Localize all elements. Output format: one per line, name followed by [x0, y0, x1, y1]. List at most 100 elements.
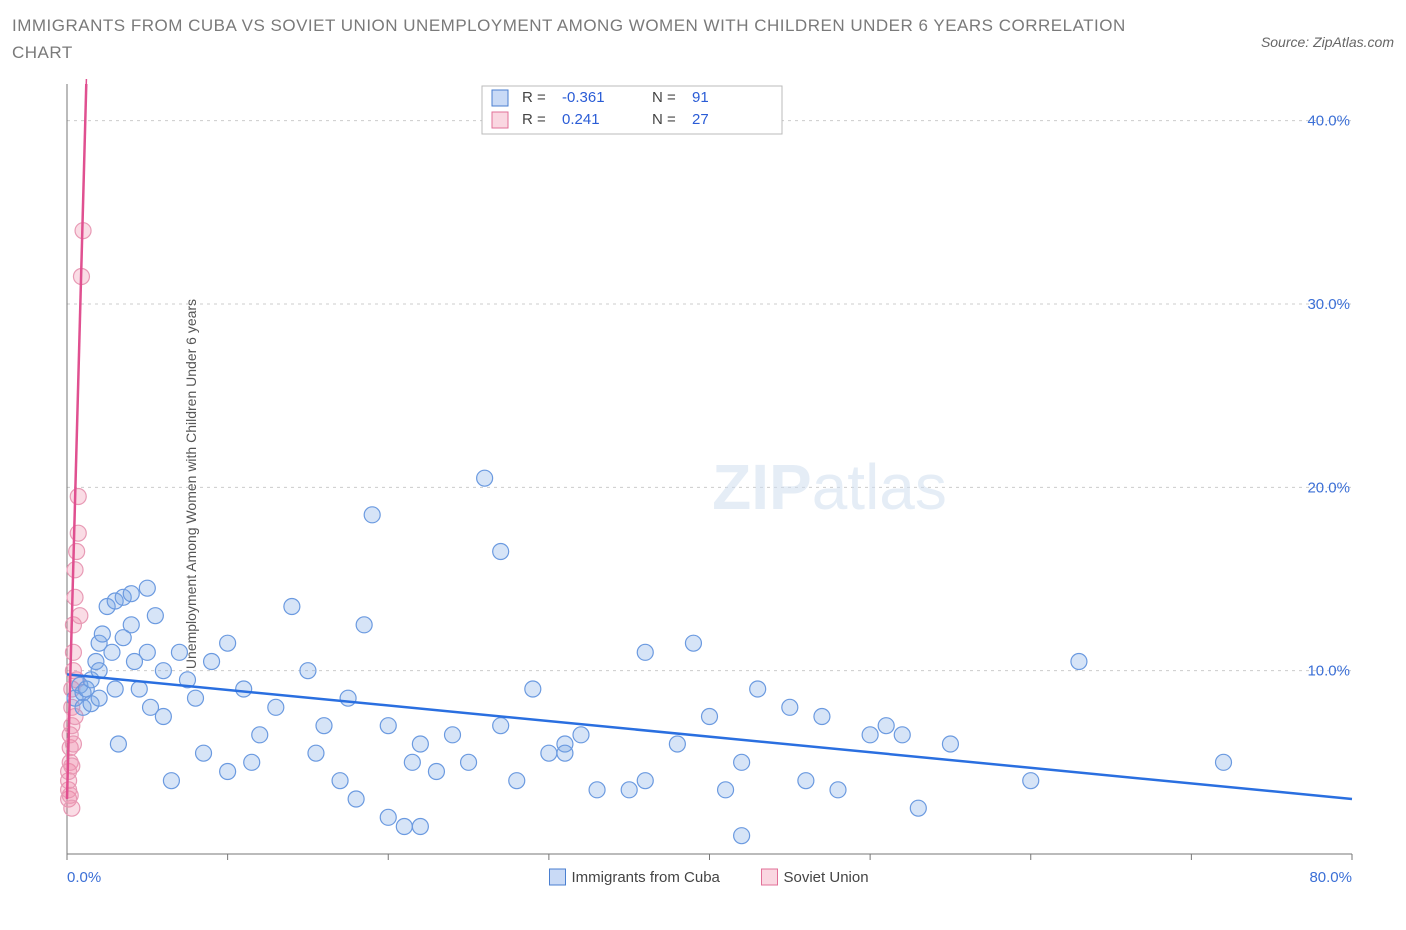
data-point [541, 746, 557, 762]
data-point [1071, 654, 1087, 670]
legend-n-value: 27 [692, 111, 709, 128]
legend-n-label: N = [652, 89, 676, 106]
data-point [493, 544, 509, 560]
legend-r-label: R = [522, 111, 546, 128]
legend-swatch [492, 90, 508, 106]
data-point [702, 709, 718, 725]
data-point [573, 727, 589, 743]
data-point [830, 782, 846, 798]
data-point [509, 773, 525, 789]
legend-swatch [762, 869, 778, 885]
y-tick-label: 10.0% [1307, 663, 1350, 680]
data-point [396, 819, 412, 835]
data-point [67, 562, 83, 578]
legend-series-label: Immigrants from Cuba [572, 869, 721, 886]
data-point [204, 654, 220, 670]
data-point [70, 489, 86, 505]
data-point [493, 718, 509, 734]
data-point [685, 636, 701, 652]
data-point [252, 727, 268, 743]
watermark: ZIPatlas [712, 451, 947, 523]
x-tick-label: 80.0% [1309, 869, 1352, 886]
data-point [1216, 755, 1232, 771]
data-point [91, 691, 107, 707]
data-point [404, 755, 420, 771]
data-point [340, 691, 356, 707]
legend-n-label: N = [652, 111, 676, 128]
data-point [188, 691, 204, 707]
y-tick-label: 20.0% [1307, 480, 1350, 497]
data-point [589, 782, 605, 798]
data-point [878, 718, 894, 734]
y-tick-label: 30.0% [1307, 296, 1350, 313]
data-point [461, 755, 477, 771]
data-point [107, 681, 123, 697]
data-point [268, 700, 284, 716]
data-point [637, 645, 653, 661]
data-point [69, 544, 85, 560]
y-axis-label: Unemployment Among Women with Children U… [183, 299, 199, 669]
data-point [942, 736, 958, 752]
data-point [477, 471, 493, 487]
legend-r-value: -0.361 [562, 89, 605, 106]
data-point [557, 746, 573, 762]
y-tick-label: 40.0% [1307, 113, 1350, 130]
legend-n-value: 91 [692, 89, 709, 106]
data-point [734, 755, 750, 771]
data-point [284, 599, 300, 615]
scatter-chart: 10.0% 20.0% 30.0% 40.0% ZIPatlas 0.0% 80.0% R =… [12, 74, 1372, 894]
data-point [364, 507, 380, 523]
data-point [862, 727, 878, 743]
data-point [70, 526, 86, 542]
data-point [155, 663, 171, 679]
data-point [308, 746, 324, 762]
data-point [64, 801, 80, 817]
legend-series-label: Soviet Union [784, 869, 869, 886]
data-point [220, 764, 236, 780]
data-point [147, 608, 163, 624]
legend-r-label: R = [522, 89, 546, 106]
data-point [67, 590, 83, 606]
data-point [798, 773, 814, 789]
legend-swatch [492, 112, 508, 128]
data-point [445, 727, 461, 743]
data-point [316, 718, 332, 734]
legend-swatch [550, 869, 566, 885]
trend-line-extended [86, 74, 91, 84]
data-point [104, 645, 120, 661]
data-point [236, 681, 252, 697]
data-point [669, 736, 685, 752]
data-point [412, 819, 428, 835]
data-point [163, 773, 179, 789]
data-point [220, 636, 236, 652]
x-tick-label: 0.0% [67, 869, 101, 886]
legend-r-value: 0.241 [562, 111, 600, 128]
data-point [300, 663, 316, 679]
data-point [356, 617, 372, 633]
data-point [65, 645, 81, 661]
data-point [155, 709, 171, 725]
data-point [348, 791, 364, 807]
data-point [637, 773, 653, 789]
data-point [734, 828, 750, 844]
data-point [332, 773, 348, 789]
data-point [525, 681, 541, 697]
data-point [64, 758, 80, 774]
source-label: Source: ZipAtlas.com [1261, 34, 1394, 50]
data-point [380, 718, 396, 734]
data-point [782, 700, 798, 716]
data-point [123, 586, 139, 602]
data-point [131, 681, 147, 697]
data-point [196, 746, 212, 762]
data-point [72, 608, 88, 624]
data-point [123, 617, 139, 633]
data-point [750, 681, 766, 697]
data-point [94, 626, 110, 642]
data-point [428, 764, 444, 780]
data-point [139, 581, 155, 597]
chart-title: IMMIGRANTS FROM CUBA VS SOVIET UNION UNE… [12, 12, 1162, 66]
data-point [621, 782, 637, 798]
data-point [814, 709, 830, 725]
data-point [110, 736, 126, 752]
data-point [718, 782, 734, 798]
